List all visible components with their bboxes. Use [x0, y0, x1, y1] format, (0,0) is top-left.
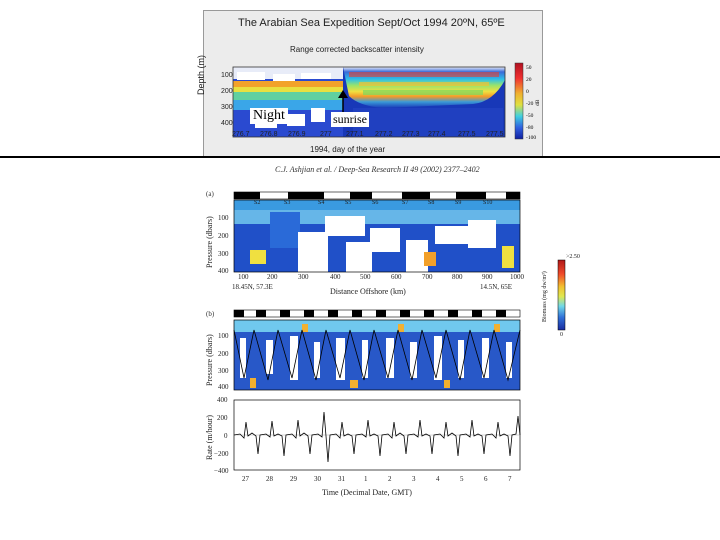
- panel-c-ytick: 0: [224, 432, 228, 440]
- top-figure-subtitle: Range corrected backscatter intensity: [290, 45, 424, 54]
- panel-b-ytick: 400: [218, 383, 229, 391]
- top-colorbar-tick: -100: [526, 135, 536, 141]
- colorbar-bottom-label: 0: [560, 332, 563, 338]
- panel-a-xtick: 800: [452, 273, 463, 281]
- top-colorbar-tick: -80: [526, 125, 534, 131]
- panel-c-xtick: 7: [508, 475, 512, 483]
- top-figure-title: The Arabian Sea Expedition Sept/Oct 1994…: [238, 17, 505, 29]
- panel-c-xtick: 31: [338, 475, 345, 483]
- top-colorbar: [514, 62, 524, 140]
- panel-c-ytick: 200: [217, 414, 228, 422]
- colorbar-top-label: >2.50: [566, 254, 580, 260]
- panel-b-letter: (b): [206, 310, 215, 318]
- top-ytick: 300: [221, 104, 233, 111]
- panel-a-xlabel: Distance Offshore (km): [330, 287, 406, 296]
- panel-a-ylabel: Pressure (dbars): [205, 216, 214, 268]
- panel-a-xtick: 100: [238, 273, 249, 281]
- sunrise-annotation: sunrise: [331, 112, 369, 127]
- panel-c-ytick: −200: [214, 450, 229, 458]
- top-xtick: 277.4: [428, 131, 446, 138]
- panel-c-xtick: 4: [436, 475, 440, 483]
- panel-b-ytick: 300: [218, 367, 229, 375]
- panel-c-xtick: 5: [460, 475, 464, 483]
- top-figure-xlabel: 1994, day of the year: [310, 145, 386, 154]
- top-xtick: 277.1: [346, 131, 364, 138]
- station-label: S2: [254, 200, 261, 206]
- panel-c-xtick: 2: [388, 475, 392, 483]
- top-colorbar-tick: 20: [526, 77, 532, 83]
- top-xtick: 277: [320, 131, 332, 138]
- backscatter-plot: 50 20 0 -20 -50 -80 -100 dB: [232, 62, 541, 141]
- panel-c-xtick: 28: [266, 475, 273, 483]
- panel-a-left-coord: 18.45N, 57.3E: [232, 283, 273, 291]
- panel-c-xtick: 27: [242, 475, 249, 483]
- panel-c-xtick: 1: [364, 475, 368, 483]
- panel-a-xtick: 700: [422, 273, 433, 281]
- panel-a-xtick: 500: [360, 273, 371, 281]
- panel-c-ytick: 400: [217, 396, 228, 404]
- panel-b-ytick: 100: [218, 332, 229, 340]
- panel-a-ytick: 100: [218, 214, 229, 222]
- panel-a-letter: (a): [206, 190, 214, 198]
- panel-b-ytick: 200: [218, 350, 229, 358]
- panel-b-plot: [233, 309, 521, 391]
- panel-c-xtick: 3: [412, 475, 416, 483]
- panel-c-xtick: 30: [314, 475, 321, 483]
- station-label: S5: [345, 200, 352, 206]
- station-label: S3: [284, 200, 291, 206]
- panel-a-right-coord: 14.5N, 65E: [480, 283, 513, 291]
- panel-a-ytick: 200: [218, 232, 229, 240]
- top-ytick: 400: [221, 120, 233, 127]
- panel-c-ylabel: Rate (m/hour): [205, 414, 214, 460]
- panel-a-xtick: 400: [330, 273, 341, 281]
- panel-a-xtick: 200: [267, 273, 278, 281]
- panel-a-ytick: 400: [218, 267, 229, 275]
- station-label: S8: [428, 200, 435, 206]
- panel-b-ylabel: Pressure (dbars): [205, 334, 214, 386]
- top-xtick: 277.5: [486, 131, 504, 138]
- top-xtick: 277.3: [402, 131, 420, 138]
- top-colorbar-tick: -20: [526, 101, 534, 107]
- horizontal-divider: [0, 156, 720, 158]
- station-label: S10: [483, 200, 493, 206]
- panel-c-ytick: −400: [214, 467, 229, 475]
- citation-line: C.J. Ashjian et al. / Deep-Sea Research …: [275, 165, 480, 174]
- top-xtick: 277.5: [458, 131, 476, 138]
- top-xtick: 276.9: [288, 131, 306, 138]
- panel-c-xlabel: Time (Decimal Date, GMT): [322, 488, 412, 497]
- top-ytick: 200: [221, 88, 233, 95]
- panel-c-xtick: 6: [484, 475, 488, 483]
- top-ytick: 100: [221, 72, 233, 79]
- panel-a-plot: [233, 191, 521, 273]
- panel-a-xtick: 1000: [510, 273, 524, 281]
- station-label: S9: [455, 200, 462, 206]
- panel-c-plot: [233, 399, 521, 471]
- panel-c-xtick: 29: [290, 475, 297, 483]
- biomass-colorbar: [557, 259, 566, 331]
- top-xtick: 276.7: [232, 131, 250, 138]
- night-annotation: Night: [250, 108, 288, 124]
- panel-a-xtick: 900: [482, 273, 493, 281]
- station-label: S4: [318, 200, 325, 206]
- panel-a-xtick: 600: [391, 273, 402, 281]
- station-label: S6: [372, 200, 379, 206]
- colorbar-label: Biomass (mg dw/m³): [542, 271, 548, 322]
- panel-a-ytick: 300: [218, 250, 229, 258]
- top-colorbar-tick: 0: [526, 89, 529, 95]
- top-colorbar-tick: -50: [526, 113, 534, 119]
- top-colorbar-tick: 50: [526, 65, 532, 71]
- panel-a-xtick: 300: [298, 273, 309, 281]
- station-label: S7: [402, 200, 409, 206]
- top-xtick: 277.2: [375, 131, 393, 138]
- top-colorbar-unit: dB: [535, 99, 541, 106]
- top-xtick: 276.8: [260, 131, 278, 138]
